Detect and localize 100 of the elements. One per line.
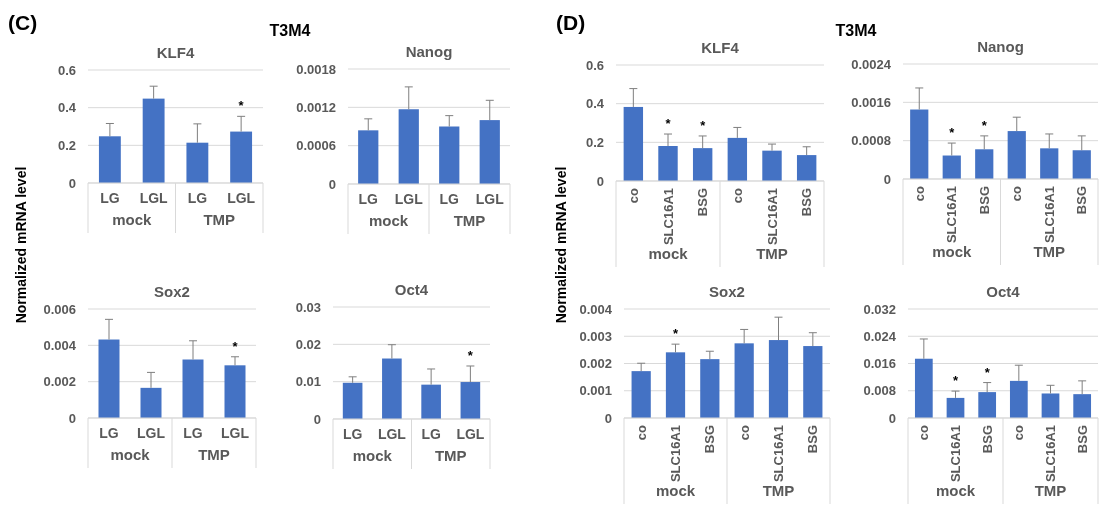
bar (914, 358, 933, 418)
y-tick-label: 0.004 (579, 301, 613, 317)
x-tick-label: SLC16A1 (944, 186, 960, 244)
bar (1072, 150, 1091, 179)
x-tick-label: co (916, 424, 932, 441)
y-tick-label: 0.01 (295, 374, 321, 390)
y-tick-label: 0 (883, 171, 891, 187)
x-tick-label: LG (342, 426, 363, 442)
x-tick-label: LGL (227, 190, 256, 206)
bar (382, 358, 402, 419)
chart-title: KLF4 (156, 44, 195, 61)
y-tick-label: 0.006 (43, 301, 76, 317)
bar (140, 387, 162, 418)
bar (186, 142, 209, 183)
y-tick-label: 0.6 (585, 57, 604, 73)
x-tick-label: LGL (456, 426, 485, 442)
x-tick-label: co (911, 185, 927, 202)
bar (1073, 394, 1092, 418)
bar (224, 365, 246, 418)
y-tick-label: 0.0016 (851, 94, 891, 110)
x-tick-label: SLC16A1 (948, 425, 964, 483)
bar (803, 346, 823, 418)
y-tick-label: 0 (596, 173, 604, 189)
y-tick-label: 0.0024 (851, 56, 892, 72)
y-axis-title: Normalized mRNA level (553, 166, 569, 324)
x-tick-label: LGL (137, 425, 166, 441)
y-tick-label: 0.024 (863, 328, 897, 344)
chart-title: Nanog (977, 38, 1024, 55)
y-tick-label: 0.001 (579, 383, 612, 399)
bar (342, 382, 363, 419)
text: TMP (453, 212, 486, 229)
bar (665, 352, 686, 418)
x-tick-label: LG (183, 425, 203, 441)
bar (230, 131, 253, 183)
chart-title: Oct4 (986, 283, 1021, 300)
text: mock (352, 447, 393, 464)
x-tick-label: SLC16A1 (668, 425, 684, 483)
x-tick-label: LGL (475, 191, 505, 207)
bar (727, 137, 748, 181)
y-tick-label: 0.2 (585, 134, 604, 150)
y-tick-label: 0.0012 (296, 99, 336, 115)
y-tick-label: 0.003 (579, 328, 612, 344)
bar (182, 359, 204, 418)
y-tick-label: 0.0006 (296, 138, 336, 154)
x-tick-label: BSG (805, 425, 821, 454)
bar (439, 126, 460, 184)
x-tick-label: LG (187, 190, 208, 206)
x-tick-label: co (736, 424, 752, 441)
text: (D) (556, 11, 586, 34)
x-tick-label: LG (421, 426, 441, 442)
text: TMP (434, 447, 467, 464)
y-tick-label: 0.0018 (296, 61, 336, 77)
data-label: * (672, 326, 679, 342)
x-tick-label: BSG (799, 188, 815, 217)
chart-title: Sox2 (709, 283, 745, 300)
y-tick-label: 0.002 (579, 356, 612, 372)
bar (1007, 131, 1026, 179)
data-label: * (952, 373, 959, 389)
y-tick-label: 0.032 (863, 301, 896, 317)
text: TMP (1033, 243, 1066, 260)
bar (623, 106, 644, 181)
bar (358, 130, 379, 184)
text: mock (110, 446, 151, 463)
text: mock (648, 245, 689, 262)
x-tick-label: SLC16A1 (771, 425, 787, 483)
x-tick-label: LGL (394, 191, 424, 207)
x-tick-label: SLC16A1 (1043, 425, 1059, 483)
x-tick-label: co (1011, 424, 1027, 441)
text: TMP (203, 211, 236, 228)
x-tick-label: BSG (1074, 186, 1090, 215)
bar (658, 146, 678, 181)
x-tick-label: LG (439, 191, 460, 207)
bar (460, 382, 481, 419)
x-tick-label: BSG (702, 425, 718, 454)
x-tick-label: BSG (979, 425, 995, 454)
text: TMP (1034, 482, 1067, 499)
text: T3M4 (269, 22, 311, 39)
bar (1009, 380, 1028, 418)
x-tick-label: SLC16A1 (764, 188, 780, 246)
y-tick-label: 0 (68, 175, 76, 191)
y-tick-label: 0.03 (295, 299, 321, 315)
bar (479, 120, 500, 184)
y-tick-label: 0 (888, 410, 896, 426)
bar (768, 340, 789, 418)
x-tick-label: LGL (139, 190, 169, 206)
text: TMP (198, 446, 230, 463)
chart-title: Oct4 (394, 281, 429, 298)
chart-title: KLF4 (701, 39, 740, 56)
y-axis-title: Normalized mRNA level (13, 166, 29, 324)
x-tick-label: co (625, 187, 641, 204)
bar (796, 155, 817, 181)
bar (946, 397, 965, 418)
x-tick-label: BSG (695, 188, 711, 217)
x-tick-label: co (633, 424, 649, 441)
y-tick-label: 0.0008 (851, 133, 891, 149)
bar (98, 136, 121, 183)
text: mock (932, 243, 972, 260)
data-label: * (232, 338, 239, 354)
bar (1041, 393, 1060, 418)
bar (692, 148, 713, 181)
